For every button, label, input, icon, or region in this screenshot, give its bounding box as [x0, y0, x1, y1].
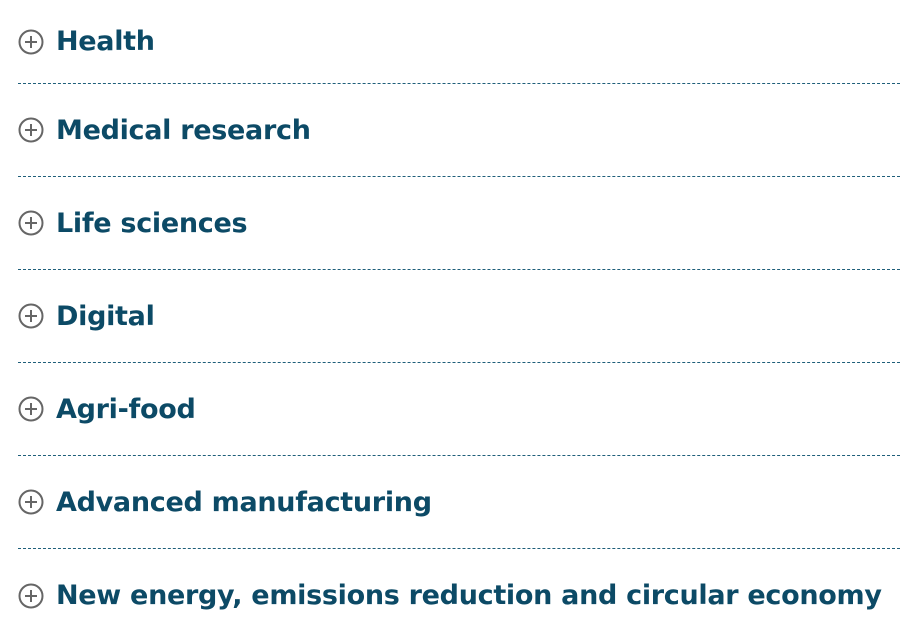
expand-icon [18, 210, 44, 236]
expand-icon [18, 583, 44, 608]
expand-icon [18, 29, 44, 54]
expand-icon [18, 117, 44, 143]
expand-icon [18, 489, 44, 515]
accordion-label: Life sciences [56, 207, 248, 239]
accordion-item[interactable]: Health [18, 0, 900, 84]
accordion-label: New energy, emissions reduction and circ… [56, 580, 882, 611]
accordion-label: Agri-food [56, 393, 196, 425]
accordion-item[interactable]: Digital [18, 270, 900, 363]
accordion-label: Health [56, 26, 155, 57]
accordion-item[interactable]: Life sciences [18, 177, 900, 270]
accordion-item[interactable]: New energy, emissions reduction and circ… [18, 549, 900, 642]
expand-icon [18, 396, 44, 422]
accordion-item[interactable]: Agri-food [18, 363, 900, 456]
accordion-label: Medical research [56, 114, 311, 146]
page: Health Medical research Life sciences Digit… [18, 26, 900, 611]
accordion-label: Digital [56, 300, 155, 332]
accordion-label: Advanced manufacturing [56, 486, 432, 518]
accordion-item[interactable]: Medical research [18, 84, 900, 177]
accordion-item[interactable]: Advanced manufacturing [18, 456, 900, 549]
accordion: Health Medical research Life sciences Digit… [18, 0, 900, 642]
expand-icon [18, 303, 44, 329]
